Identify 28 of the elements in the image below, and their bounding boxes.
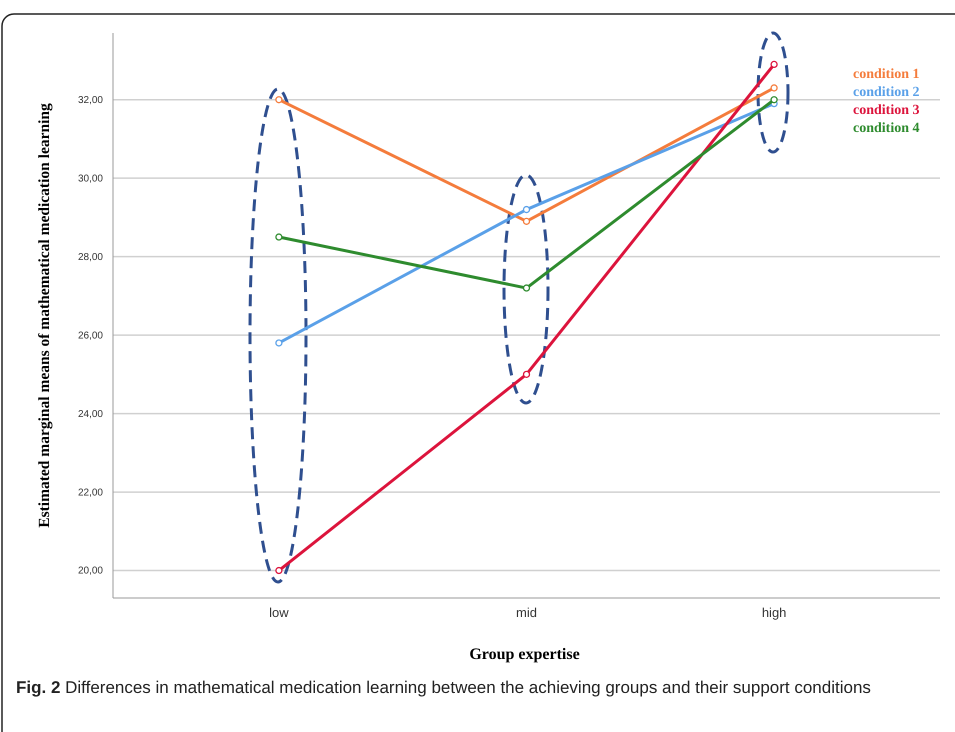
y-tick-label: 28,00 xyxy=(78,252,104,263)
x-tick-label: low xyxy=(269,605,290,620)
y-tick-label: 24,00 xyxy=(78,408,104,420)
caption: Fig. 2 Differences in mathematical medication learning between the achieving groups and their support conditions xyxy=(16,678,871,697)
y-tick-label: 20,00 xyxy=(78,566,104,577)
text: condition 3 xyxy=(853,103,920,118)
text: condition 4 xyxy=(853,121,920,136)
text: condition 1 xyxy=(853,67,920,82)
point xyxy=(770,60,778,68)
point xyxy=(522,206,530,214)
x-axis-title: Group expertise xyxy=(469,646,580,663)
x-tick-label: high xyxy=(762,605,786,620)
point xyxy=(770,84,778,92)
point xyxy=(522,370,530,378)
y-tick-label: 32,00 xyxy=(78,94,104,106)
y-axis-title: Estimated marginal means of mathematical medication learning xyxy=(36,103,53,528)
point xyxy=(275,566,283,574)
point xyxy=(275,233,283,241)
y-tick-label: 26,00 xyxy=(78,330,104,342)
point xyxy=(770,96,778,104)
point xyxy=(522,284,530,292)
x-tick-label: mid xyxy=(516,605,537,620)
point xyxy=(275,339,283,347)
point xyxy=(275,96,283,104)
y-tick-label: 22,00 xyxy=(78,487,104,498)
y-tick-label: 30,00 xyxy=(78,173,104,184)
text: condition 2 xyxy=(853,85,920,100)
point xyxy=(522,218,530,225)
